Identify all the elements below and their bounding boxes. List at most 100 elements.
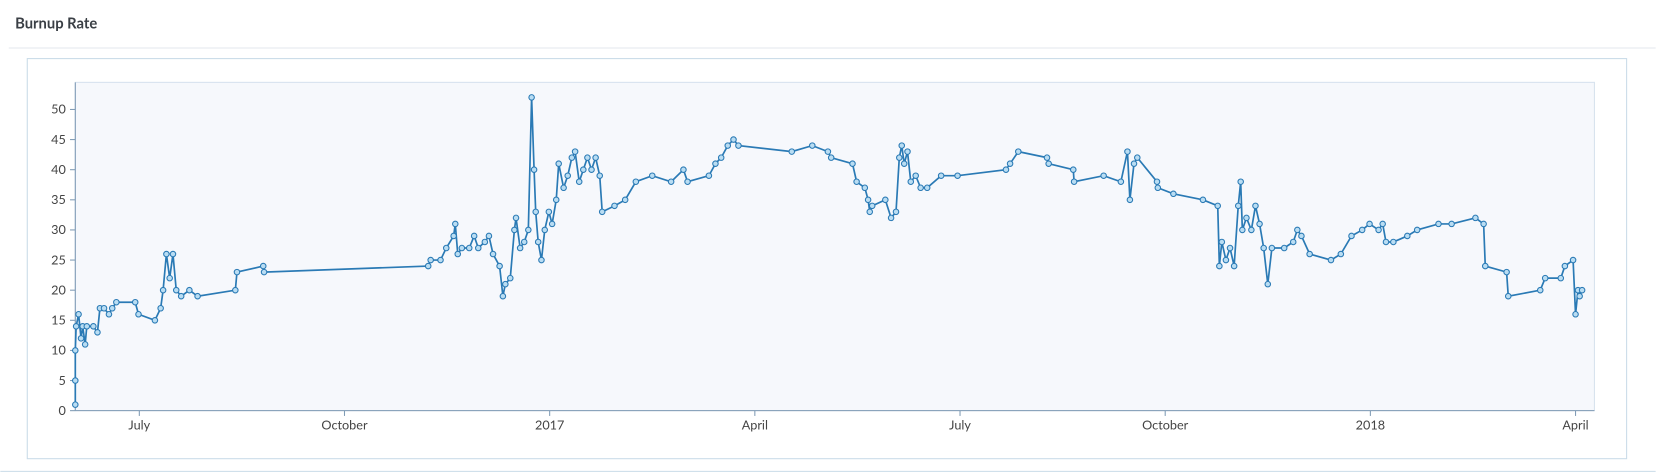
point (1100, 172, 1107, 179)
point (1503, 268, 1510, 276)
point (75, 311, 82, 318)
plot-area (74, 81, 1595, 412)
point (1126, 196, 1134, 204)
point (712, 160, 719, 167)
point (186, 286, 193, 294)
point (917, 184, 924, 192)
point (1248, 226, 1255, 234)
point (496, 262, 503, 270)
point (528, 94, 535, 101)
point (502, 280, 509, 288)
point (1366, 220, 1373, 228)
point (541, 226, 549, 234)
point (1260, 244, 1267, 252)
y-tick-label: 0 (58, 403, 65, 418)
point (896, 154, 903, 161)
point (1015, 148, 1022, 155)
point (437, 256, 444, 264)
point (525, 226, 532, 234)
point (1070, 178, 1078, 186)
point (788, 148, 796, 155)
point (937, 172, 945, 179)
point (94, 329, 101, 336)
point (81, 341, 89, 348)
point (588, 166, 595, 173)
y-tick-label: 5 (58, 373, 65, 388)
point (499, 292, 507, 300)
point (730, 136, 737, 143)
point (717, 154, 725, 161)
point (1536, 286, 1544, 294)
point (1572, 311, 1579, 318)
y-tick-label: 45 (51, 132, 66, 147)
point (424, 262, 432, 270)
point (157, 304, 164, 312)
point (159, 286, 167, 294)
point (1448, 220, 1455, 228)
point (1306, 250, 1313, 258)
x-tick-label: April (1562, 418, 1588, 433)
point (621, 196, 629, 204)
point (1348, 232, 1355, 240)
point (454, 250, 462, 258)
point (166, 274, 173, 282)
point (1327, 256, 1335, 264)
point (259, 262, 267, 270)
point (1294, 226, 1301, 234)
x-tick-label: October (321, 418, 368, 433)
point (1382, 238, 1390, 246)
point (705, 172, 713, 179)
point (1153, 178, 1161, 186)
point (1268, 244, 1276, 252)
point (90, 323, 97, 330)
point (580, 166, 587, 173)
point (923, 184, 931, 192)
point (465, 244, 473, 252)
point (516, 244, 524, 252)
point (1337, 250, 1345, 258)
point (824, 148, 832, 155)
point (861, 184, 869, 192)
point (735, 142, 742, 149)
point (1413, 226, 1421, 234)
point (177, 292, 185, 300)
point (163, 250, 170, 258)
point (113, 298, 120, 306)
point (648, 172, 656, 179)
point (560, 184, 567, 192)
point (1435, 220, 1442, 228)
point (532, 208, 539, 216)
point (1070, 166, 1077, 173)
point (470, 232, 478, 240)
point (853, 178, 860, 186)
point (724, 142, 732, 149)
point (481, 238, 489, 246)
point (555, 160, 562, 167)
y-tick-label: 15 (51, 313, 66, 328)
point (232, 286, 239, 294)
point (1256, 220, 1263, 228)
point (912, 172, 919, 179)
point (882, 196, 889, 204)
point (611, 202, 618, 210)
point (194, 292, 201, 300)
point (564, 172, 571, 179)
point (592, 154, 599, 161)
point (1199, 196, 1207, 204)
point (233, 268, 241, 276)
point (1578, 286, 1586, 294)
point (1237, 178, 1244, 186)
point (172, 286, 180, 294)
point (450, 232, 457, 240)
y-tick-label: 40 (51, 162, 66, 177)
point (83, 323, 91, 330)
point (900, 160, 908, 167)
point (442, 244, 450, 252)
point (1170, 190, 1177, 198)
point (1154, 184, 1162, 192)
point (474, 244, 482, 252)
x-tick-label: July (949, 418, 971, 433)
point (809, 142, 816, 149)
point (452, 220, 459, 228)
